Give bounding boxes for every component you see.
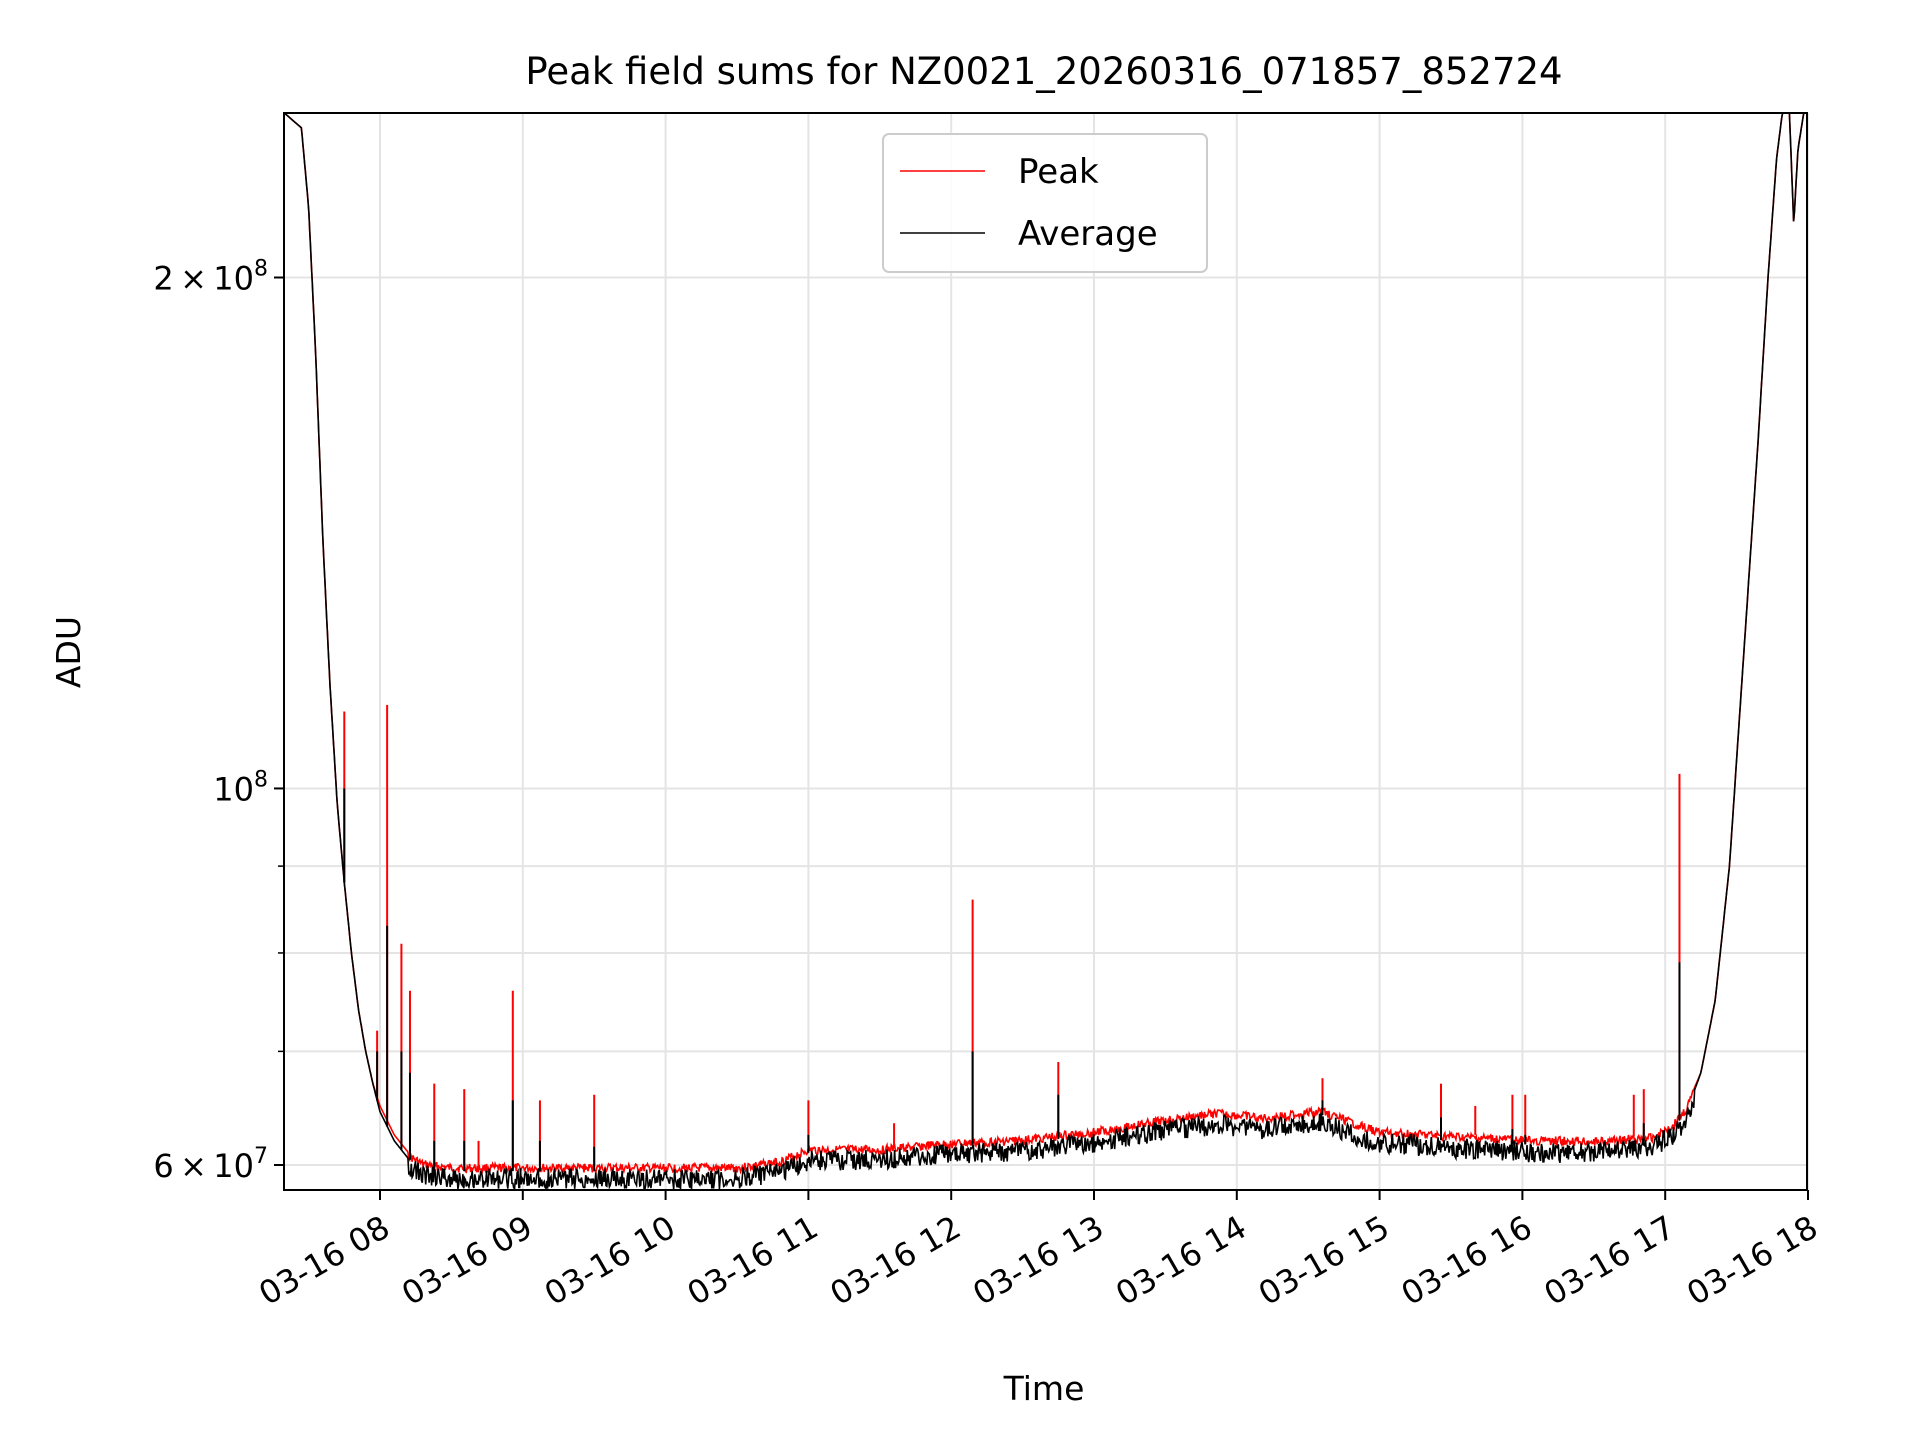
y-tick-label: 108	[213, 767, 268, 808]
legend-peak-label: Peak	[1018, 152, 1099, 192]
y-axis-label: ADU	[49, 616, 88, 688]
legend: Peak Average	[882, 133, 1208, 273]
y-tick-label: 2 × 108	[153, 256, 268, 297]
x-axis-label: Time	[1003, 1369, 1085, 1408]
chart-title: Peak field sums for NZ0021_20260316_0718…	[525, 50, 1562, 93]
plot-series	[284, 113, 1807, 1190]
series-line-average	[284, 113, 1807, 1190]
y-tick-label: 6 × 107	[153, 1144, 268, 1185]
y-axis: 6 × 107 108 2 × 108	[153, 256, 284, 1185]
plot-frame	[283, 112, 1808, 1191]
legend-box	[882, 133, 1208, 273]
legend-average-label: Average	[1018, 214, 1158, 254]
